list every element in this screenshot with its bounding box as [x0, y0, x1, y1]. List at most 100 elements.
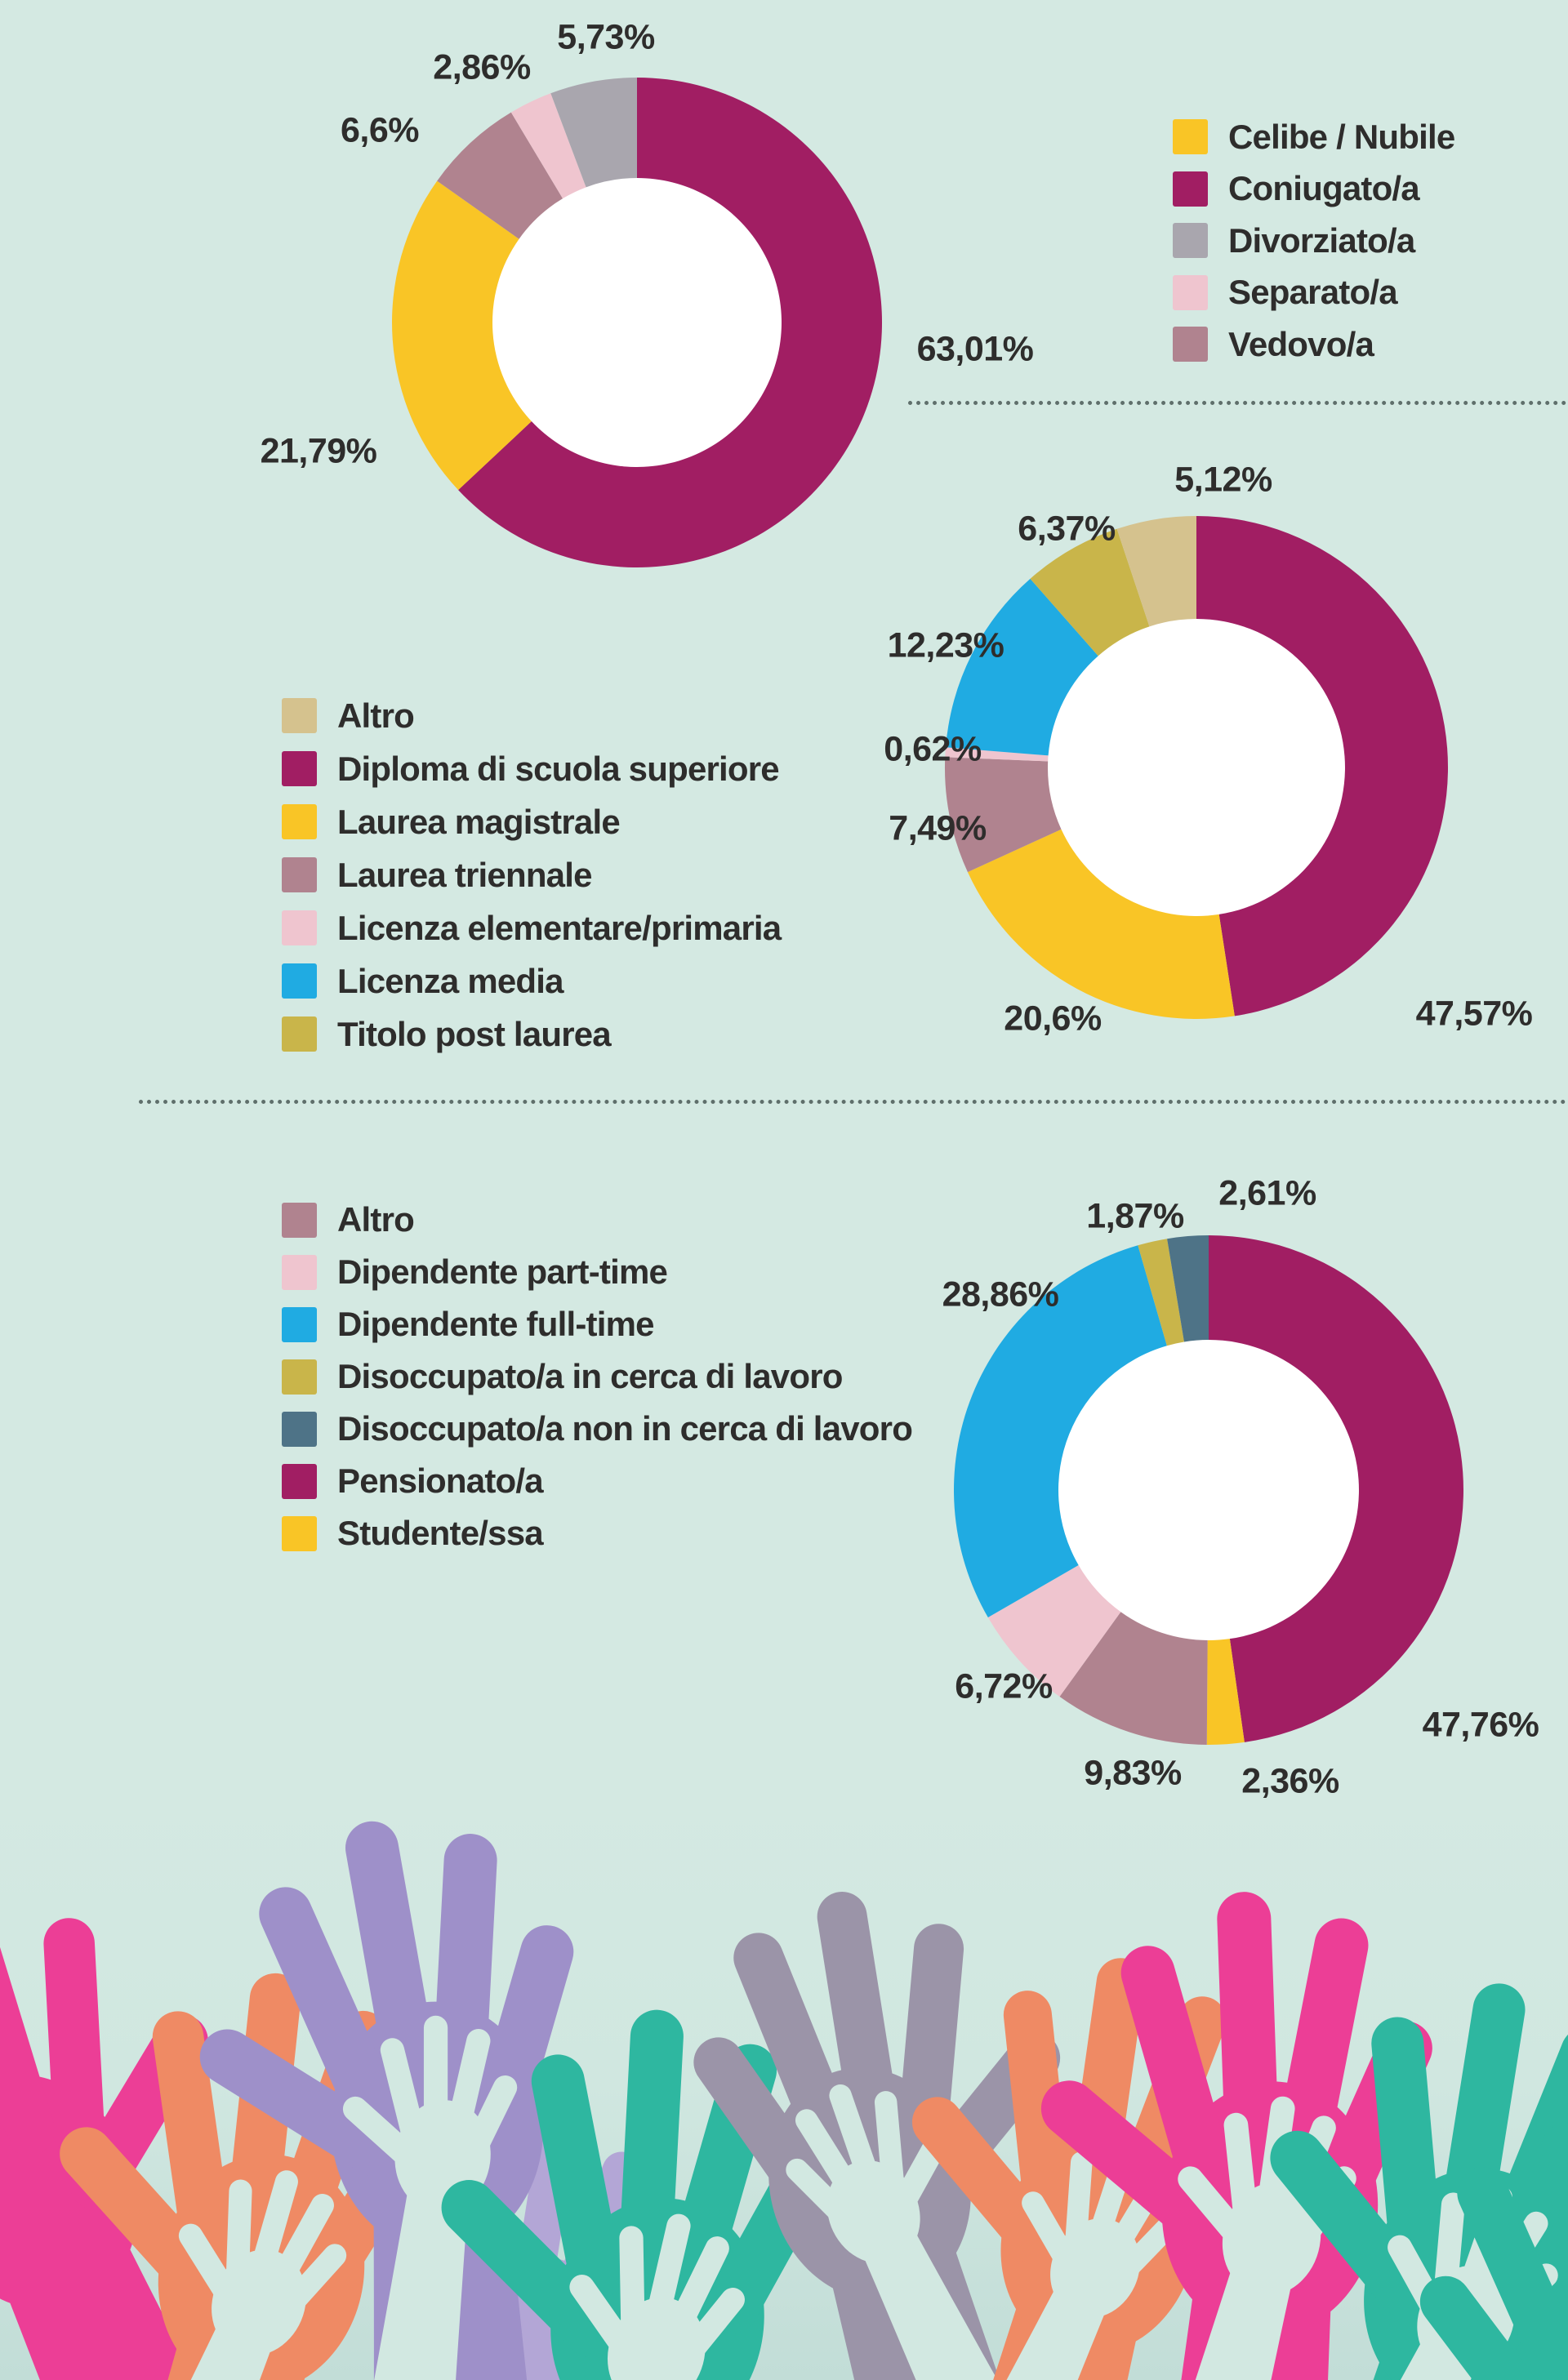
legend-swatch: [282, 857, 317, 892]
donut-slice: [945, 747, 1049, 762]
donut-slice: [1196, 516, 1449, 1017]
donut-hole: [1045, 616, 1348, 919]
legend-row: Dipendente part-time: [282, 1246, 912, 1298]
legend-row: Licenza media: [282, 954, 781, 1008]
legend-label: Laurea triennale: [337, 855, 592, 894]
legend-label: Celibe / Nubile: [1228, 117, 1455, 156]
legend-swatch: [282, 1306, 317, 1342]
legend-label: Licenza elementare/primaria: [337, 908, 782, 947]
legend-swatch: [1173, 274, 1208, 310]
percent-label: 21,79%: [260, 431, 377, 471]
percent-label: 1,87%: [1086, 1196, 1184, 1236]
legend-swatch: [282, 1017, 317, 1052]
legend-swatch: [1173, 119, 1208, 155]
donut-slice: [1116, 516, 1196, 627]
percent-label: 28,86%: [942, 1275, 1059, 1315]
legend-label: Licenza media: [337, 961, 564, 1000]
donut-slice: [550, 78, 637, 188]
dotted-divider: [139, 1100, 1566, 1104]
legend-row: Laurea triennale: [282, 848, 781, 901]
percent-label: 0,62%: [884, 729, 982, 769]
donut-slice: [510, 93, 586, 199]
donut-slice: [1206, 1639, 1245, 1745]
percent-label: 2,86%: [433, 47, 531, 87]
percent-label: 6,37%: [1018, 509, 1116, 549]
percent-label: 6,72%: [955, 1666, 1053, 1706]
donut-slice: [1030, 528, 1150, 656]
donut-hole: [490, 176, 784, 469]
legend-label: Titolo post laurea: [337, 1014, 612, 1053]
donut-hole: [1056, 1337, 1361, 1643]
donut-slice: [1209, 1235, 1463, 1742]
percent-label: 47,57%: [1415, 994, 1533, 1034]
legend-swatch: [282, 1254, 317, 1290]
legend: Altro Diploma di scuola superiore Laurea m…: [282, 689, 782, 1061]
legend-row: Diploma di scuola superiore: [282, 742, 781, 795]
percent-label: 12,23%: [887, 625, 1004, 665]
donut-slice: [946, 578, 1098, 756]
legend-row: Divorziato/a: [1173, 215, 1454, 267]
legend-label: Laurea magistrale: [337, 802, 621, 841]
legend-label: Vedovo/a: [1228, 324, 1374, 363]
dotted-divider: [908, 401, 1566, 405]
donut-slice: [944, 757, 1062, 873]
legend-label: Separato/a: [1228, 273, 1398, 312]
legend-label: Altro: [337, 1200, 415, 1239]
legend-swatch: [282, 804, 317, 839]
legend-label: Studente/ssa: [337, 1514, 544, 1552]
legend-label: Pensionato/a: [337, 1461, 544, 1500]
legend-swatch: [282, 963, 317, 999]
legend-swatch: [282, 751, 317, 786]
donut-slice: [392, 180, 532, 491]
percent-label: 20,6%: [1004, 999, 1102, 1039]
percent-label: 5,73%: [557, 17, 655, 57]
legend-label: Dipendente part-time: [337, 1252, 668, 1291]
legend: Celibe / Nubile Coniugato/a Divorziato/a Se…: [1173, 111, 1455, 371]
donut-slice: [987, 1565, 1121, 1697]
legend-swatch: [282, 1463, 317, 1499]
legend-swatch: [282, 1359, 317, 1395]
percent-label: 63,01%: [916, 329, 1034, 369]
legend-row: Separato/a: [1173, 267, 1454, 319]
percent-label: 6,6%: [340, 110, 420, 150]
legend-row: Laurea magistrale: [282, 795, 781, 848]
legend-row: Vedovo/a: [1173, 318, 1454, 371]
legend-row: Licenza elementare/primaria: [282, 901, 782, 954]
legend-swatch: [282, 1515, 317, 1551]
donut-chart-3: [953, 1235, 1463, 1745]
donut-chart-1: [392, 78, 883, 568]
legend-row: Disoccupato/a in cerca di lavoro: [282, 1350, 912, 1403]
donut-slice: [1138, 1239, 1184, 1346]
percent-label: 9,83%: [1084, 1753, 1182, 1793]
legend-label: Disoccupato/a non in cerca di lavoro: [337, 1409, 913, 1448]
percent-label: 5,12%: [1174, 460, 1272, 500]
percent-label: 7,49%: [889, 808, 987, 848]
legend-row: Celibe / Nubile: [1173, 111, 1455, 163]
percent-label: 47,76%: [1422, 1705, 1539, 1745]
legend-label: Dipendente full-time: [337, 1305, 654, 1343]
legend-row: Pensionato/a: [282, 1455, 912, 1507]
percent-label: 2,36%: [1241, 1761, 1339, 1801]
legend-label: Altro: [337, 696, 415, 735]
legend-swatch: [282, 910, 317, 945]
legend-row: Coniugato/a: [1173, 163, 1454, 216]
legend-row: Studente/ssa: [282, 1507, 912, 1559]
donut-slice: [1059, 1612, 1208, 1745]
donut-slice: [953, 1245, 1167, 1618]
legend-row: Titolo post laurea: [282, 1008, 781, 1061]
legend-row: Dipendente full-time: [282, 1298, 912, 1350]
legend-label: Diploma di scuola superiore: [337, 749, 780, 788]
percent-label: 2,61%: [1218, 1173, 1316, 1213]
raised-hands-illustration: [0, 1784, 1568, 2380]
legend-swatch: [282, 1411, 317, 1447]
donut-chart-2: [944, 516, 1449, 1020]
legend-swatch: [1173, 327, 1208, 363]
donut-slice: [1167, 1235, 1209, 1342]
donut-slice: [967, 829, 1235, 1020]
legend: Altro Dipendente part-time Dipendente full…: [282, 1194, 913, 1559]
legend-swatch: [282, 698, 317, 733]
legend-row: Altro: [282, 689, 781, 742]
legend-swatch: [1173, 223, 1208, 259]
legend-label: Divorziato/a: [1228, 220, 1415, 260]
